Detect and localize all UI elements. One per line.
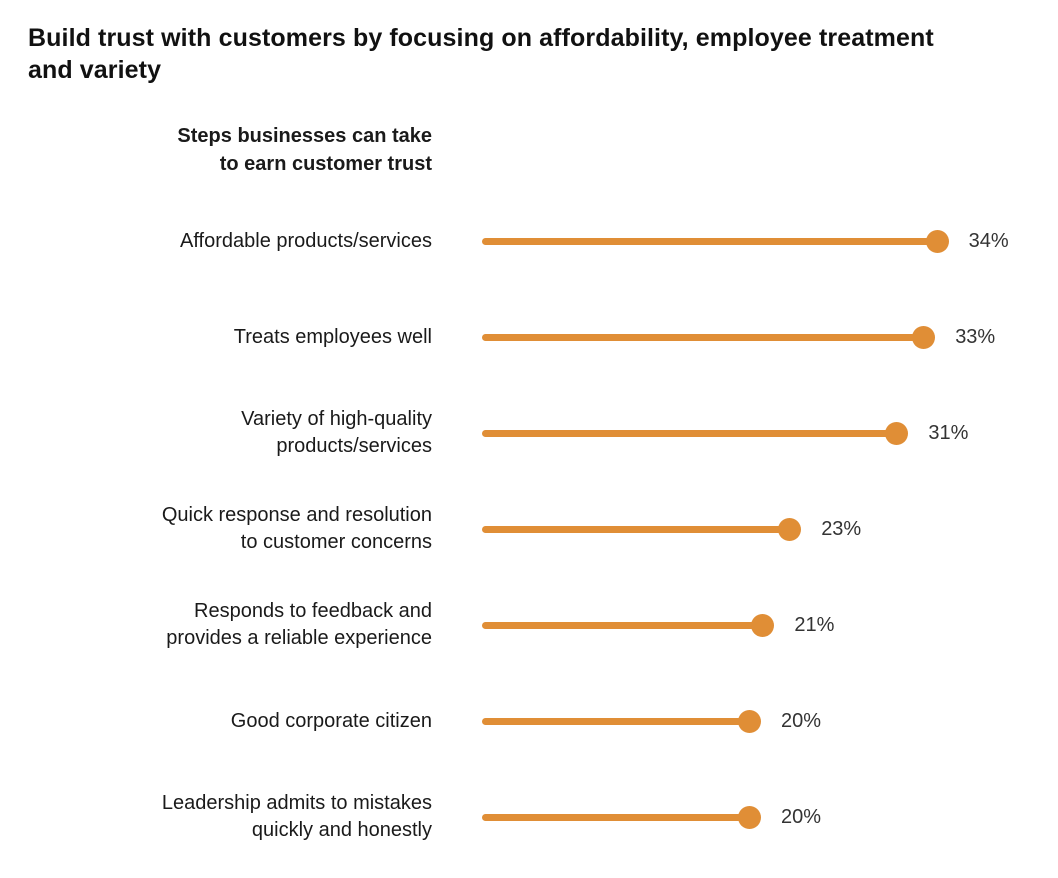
lollipop-dot	[751, 613, 775, 637]
lollipop-bar: 20%	[482, 709, 822, 733]
chart-row: Quick response and resolution to custome…	[28, 481, 1058, 577]
lollipop-dot	[738, 709, 761, 733]
value-label: 34%	[968, 229, 1009, 252]
lollipop-bar: 21%	[482, 613, 835, 637]
chart-row: Leadership admits to mistakes quickly an…	[28, 769, 1058, 865]
lollipop-stick	[482, 621, 764, 629]
lollipop-stick	[482, 813, 750, 821]
lollipop-stick	[482, 237, 938, 245]
value-label: 20%	[781, 709, 822, 732]
lollipop-bar: 23%	[482, 517, 862, 541]
category-label: Treats employees well	[233, 325, 432, 348]
category-label: Responds to feedback and provides a reli…	[166, 600, 432, 649]
chart-row: Variety of high-quality products/service…	[28, 385, 1058, 481]
lollipop-bar: 31%	[482, 421, 969, 445]
lollipop-dot	[925, 229, 949, 253]
axis-header: Steps businesses can take to earn custom…	[177, 125, 432, 175]
chart-row: Good corporate citizen 20%	[28, 673, 1058, 769]
value-label: 33%	[955, 325, 996, 348]
lollipop-stick	[482, 333, 925, 341]
chart-title: Build trust with customers by focusing o…	[28, 24, 934, 84]
category-label: Variety of high-quality products/service…	[241, 408, 432, 457]
lollipop-dot	[778, 517, 802, 541]
lollipop-bar: 33%	[482, 325, 996, 349]
chart-row: Treats employees well 33%	[28, 289, 1058, 385]
chart-rows: Affordable products/services 34% Treats em…	[28, 193, 1058, 865]
lollipop-stick	[482, 525, 791, 533]
lollipop-bar: 34%	[482, 229, 1009, 253]
chart-row: Affordable products/services 34%	[28, 193, 1058, 289]
category-label: Leadership admits to mistakes quickly an…	[161, 792, 432, 841]
value-label: 31%	[928, 421, 969, 444]
lollipop-bar: 20%	[482, 805, 822, 829]
value-label: 23%	[821, 517, 862, 540]
category-label: Quick response and resolution to custome…	[161, 504, 432, 553]
value-label: 21%	[794, 613, 835, 636]
value-label: 20%	[781, 805, 822, 828]
lollipop-dot	[885, 421, 909, 445]
lollipop-stick	[482, 717, 750, 725]
lollipop-dot	[912, 325, 936, 349]
lollipop-dot	[738, 805, 761, 829]
category-label: Good corporate citizen	[230, 709, 432, 732]
chart-row: Responds to feedback and provides a reli…	[28, 577, 1058, 673]
lollipop-stick	[482, 429, 898, 437]
category-label: Affordable products/services	[180, 229, 432, 252]
